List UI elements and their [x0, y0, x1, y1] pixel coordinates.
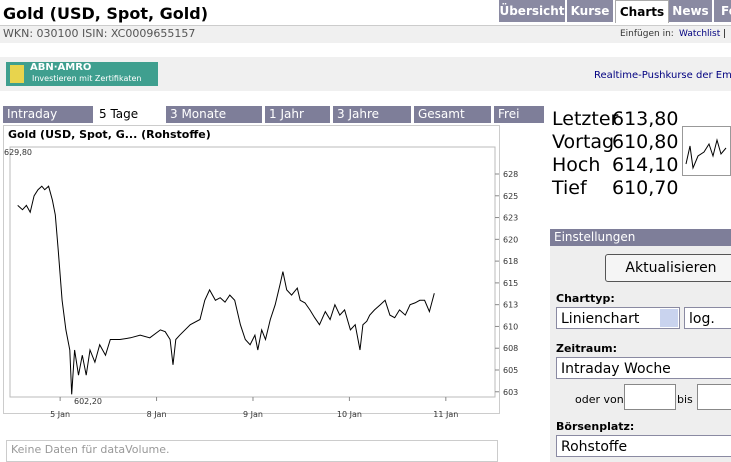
- mini-chart[interactable]: [682, 126, 731, 176]
- chart: 603 605 608 610 613 615 618 620 623 625 628 5 Jan 8 …: [4, 146, 518, 419]
- settings-panel: [550, 246, 731, 462]
- y-tick-label: 603: [503, 388, 518, 397]
- exchange-select[interactable]: Rohstoffe: [556, 435, 731, 457]
- from-input[interactable]: [624, 384, 676, 410]
- chart-tab[interactable]: Gesamt: [414, 106, 491, 123]
- settings-header: Einstellungen: [550, 229, 731, 246]
- tab[interactable]: Übersicht: [499, 0, 565, 22]
- price-line: [17, 185, 435, 395]
- scale-value: log.: [689, 311, 715, 327]
- x-tick-label: 5 Jan: [50, 410, 70, 419]
- tab[interactable]: News: [669, 0, 712, 22]
- x-tick-label: 8 Jan: [147, 410, 167, 419]
- chart-tab[interactable]: 1 Jahr: [265, 106, 330, 123]
- quote-value: 610,70: [612, 177, 679, 199]
- quote-label: Vortag: [552, 131, 615, 153]
- x-tick-label: 11 Jan: [433, 410, 458, 419]
- logo-shield: [10, 65, 24, 83]
- y-tick-label: 613: [503, 301, 518, 310]
- y-tick-label: 623: [503, 214, 518, 223]
- charttype-value: Linienchart: [561, 311, 640, 327]
- to-input[interactable]: [697, 384, 731, 410]
- watchlist-link[interactable]: Watchlist: [679, 29, 721, 39]
- charttype-label: Charttyp:: [556, 292, 615, 305]
- period-value: Intraday Woche: [561, 361, 671, 377]
- period-select[interactable]: Intraday Woche: [556, 357, 731, 379]
- logo-text: ABN·AMRO: [30, 62, 92, 73]
- x-tick-label: 10 Jan: [337, 410, 362, 419]
- chart-tab[interactable]: 5 Tage: [95, 106, 163, 123]
- y-tick-label: 625: [503, 192, 518, 201]
- exchange-label: Börsenplatz:: [556, 420, 635, 433]
- y-tick-label: 628: [503, 170, 518, 179]
- quote-value: 613,80: [612, 108, 679, 130]
- scale-select[interactable]: log.: [684, 307, 731, 329]
- update-button[interactable]: Aktualisieren: [605, 254, 731, 282]
- y-tick-label: 615: [503, 279, 518, 288]
- charttype-select[interactable]: Linienchart: [556, 307, 680, 329]
- quote-label: Tief: [552, 177, 587, 199]
- quote-label: Hoch: [552, 154, 601, 176]
- plot-area: [9, 146, 496, 398]
- tab[interactable]: Charts: [615, 0, 669, 23]
- abn-amro-logo[interactable]: ABN·AMRO Investieren mit Zertifikaten: [6, 62, 158, 86]
- min-annotation: 602,20: [74, 397, 102, 406]
- mini-line: [685, 138, 727, 170]
- page-title: Gold (USD, Spot, Gold): [3, 4, 209, 23]
- realtime-link[interactable]: Realtime-Pushkurse der Emit: [594, 70, 731, 81]
- volume-note: Keine Daten für dataVolume.: [6, 440, 498, 462]
- chart-tab[interactable]: Intraday: [3, 106, 93, 123]
- period-label: Zeitraum:: [556, 342, 618, 355]
- info-bar: [0, 25, 731, 43]
- quote-value: 610,80: [612, 131, 679, 153]
- insert-label: Einfügen in:: [620, 29, 674, 39]
- from-label: oder von: [575, 393, 624, 406]
- logo-slogan: Investieren mit Zertifikaten: [32, 74, 142, 83]
- quote-value: 614,10: [612, 154, 679, 176]
- y-tick-label: 620: [503, 235, 518, 244]
- y-tick-label: 618: [503, 257, 518, 266]
- y-tick-label: 605: [503, 366, 518, 375]
- y-tick-label: 610: [503, 322, 518, 331]
- chart-tab[interactable]: Frei: [494, 106, 544, 123]
- ids: WKN: 030100 ISIN: XC0009655157: [3, 27, 196, 40]
- tab[interactable]: Fo: [714, 0, 731, 22]
- to-label: bis: [677, 393, 693, 406]
- tab[interactable]: Kurse: [567, 0, 613, 22]
- chart-tab[interactable]: 3 Monate: [166, 106, 262, 123]
- separator: |: [723, 29, 727, 39]
- quote-label: Letzter: [552, 108, 619, 130]
- x-tick-label: 9 Jan: [243, 410, 263, 419]
- max-annotation: 629,80: [4, 148, 32, 157]
- chart-title: Gold (USD, Spot, G... (Rohstoffe): [8, 128, 211, 141]
- exchange-value: Rohstoffe: [561, 439, 628, 455]
- chart-tab[interactable]: 3 Jahre: [333, 106, 411, 123]
- y-tick-label: 608: [503, 344, 518, 353]
- select-arrow: [660, 309, 678, 327]
